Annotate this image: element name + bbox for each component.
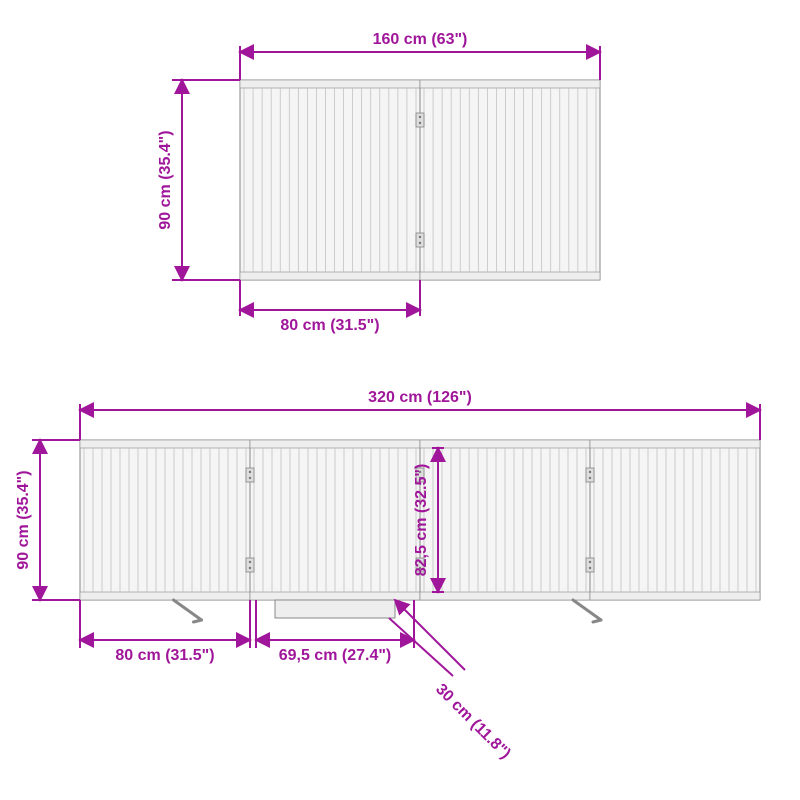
- svg-text:90 cm (35.4"): 90 cm (35.4"): [15, 470, 32, 569]
- svg-text:80 cm (31.5"): 80 cm (31.5"): [280, 317, 379, 334]
- diagram-top-unit: [240, 80, 600, 280]
- svg-text:90 cm (35.4"): 90 cm (35.4"): [157, 130, 174, 229]
- svg-text:320 cm (126"): 320 cm (126"): [368, 389, 472, 406]
- svg-text:160 cm (63"): 160 cm (63"): [373, 31, 468, 48]
- diagram-bottom-unit: [80, 440, 760, 600]
- svg-text:69,5 cm (27.4"): 69,5 cm (27.4"): [279, 647, 392, 664]
- svg-text:80 cm (31.5"): 80 cm (31.5"): [115, 647, 214, 664]
- svg-text:30 cm (11.8"): 30 cm (11.8"): [432, 681, 514, 763]
